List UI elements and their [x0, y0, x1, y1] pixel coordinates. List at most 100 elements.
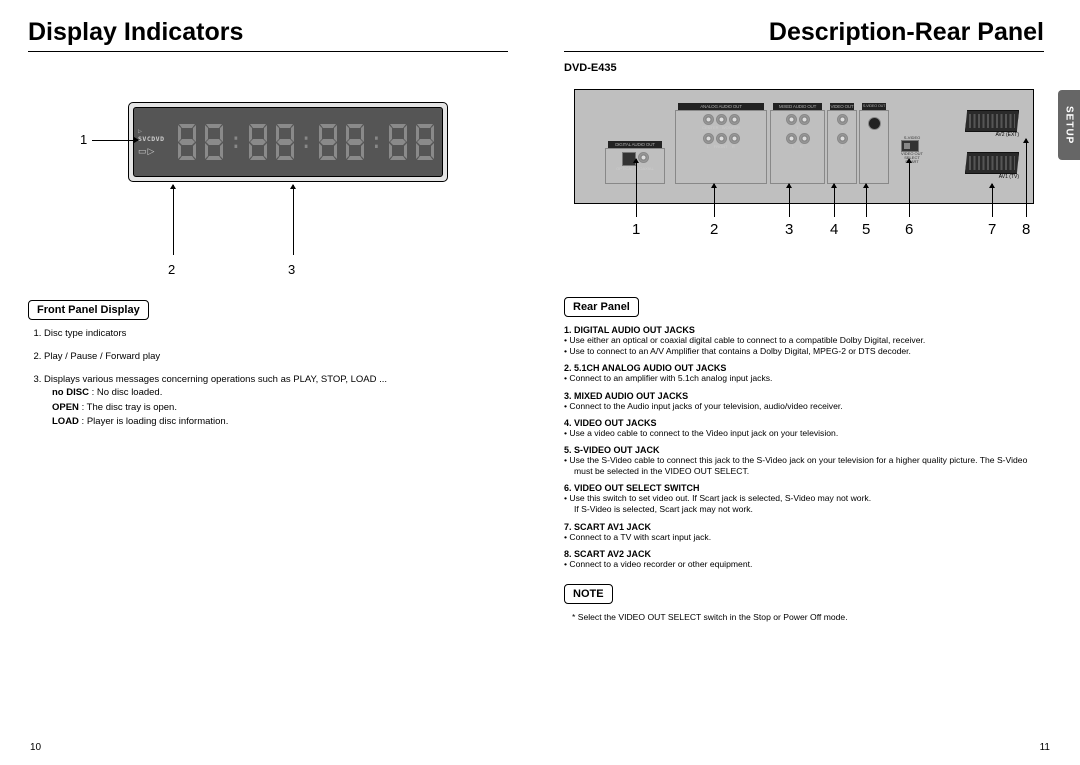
panel-label: DIGITAL AUDIO OUT	[608, 141, 662, 148]
scart-label: AV2 (EXT)	[965, 133, 1019, 138]
video-out-select-switch: S-VIDEO VIDEO OUTSELECTSCART	[901, 136, 923, 164]
rear-item-heading: 2. 5.1CH ANALOG AUDIO OUT JACKS	[564, 363, 1044, 373]
rear-item-heading: 4. VIDEO OUT JACKS	[564, 418, 1044, 428]
note-text: * Select the VIDEO OUT SELECT switch in …	[564, 612, 1044, 623]
rear-list-item: 3. MIXED AUDIO OUT JACKSConnect to the A…	[564, 391, 1044, 412]
panel-label: MIXED AUDIO OUT	[773, 103, 822, 110]
callout-line	[714, 184, 715, 217]
callout-line	[636, 159, 637, 217]
callout-line	[834, 184, 835, 217]
rear-panel-list: 1. DIGITAL AUDIO OUT JACKSUse either an …	[564, 325, 1044, 570]
left-title: Display Indicators	[28, 18, 508, 52]
rear-item-desc: Connect to the Audio input jacks of your…	[564, 401, 1044, 412]
rear-item-desc: Connect to a video recorder or other equ…	[564, 559, 1044, 570]
panel-label: ANALOG AUDIO OUT	[678, 103, 764, 110]
analog-audio-out-group: ANALOG AUDIO OUT CENTER WOOFER L FRONT R	[675, 110, 767, 184]
lcd-inner: ▷ SVCDVD ▭▷ : : :	[133, 107, 443, 177]
rear-item-heading: 3. MIXED AUDIO OUT JACKS	[564, 391, 1044, 401]
seg-colon-icon: :	[370, 124, 383, 160]
page-spread: Display Indicators ▷ SVCDVD ▭▷ :	[0, 0, 1080, 765]
rear-panel-diagram: DIGITAL AUDIO OUT OPTICAL COAXIAL ANALOG…	[564, 79, 1044, 289]
seg-digit-icon	[385, 122, 411, 162]
jack-label: L FRONT R	[676, 145, 766, 149]
setup-tab: SETUP	[1058, 90, 1080, 160]
page-right: Description-Rear Panel DVD-E435 DIGITAL …	[536, 0, 1080, 765]
rear-callout: 5	[862, 221, 870, 238]
rear-callout: 7	[988, 221, 996, 238]
rear-item-heading: 8. SCART AV2 JACK	[564, 549, 1044, 559]
scart-label: AV1 (TV)	[965, 175, 1019, 180]
rear-item-desc: Connect to an amplifier with 5.1ch analo…	[564, 373, 1044, 384]
seg-digit-icon	[315, 122, 341, 162]
callout-3: 3	[288, 262, 295, 277]
scart-jack-icon	[965, 110, 1019, 132]
rca-jack-icon	[729, 114, 740, 125]
rca-jack-icon	[716, 133, 727, 144]
scart-jack-icon	[965, 152, 1019, 174]
switch-icon	[901, 140, 919, 152]
page-number-left: 10	[30, 742, 41, 753]
rear-list-item: 1. DIGITAL AUDIO OUT JACKSUse either an …	[564, 325, 1044, 357]
callout-1: 1	[80, 132, 87, 147]
callout-line	[293, 185, 294, 255]
list-item: Displays various messages concerning ope…	[44, 374, 508, 430]
list-item: Disc type indicators	[44, 328, 508, 341]
scart-av2-group: AV2 (EXT)	[965, 110, 1019, 138]
seven-segment-row: : : :	[174, 122, 438, 162]
rear-item-heading: 1. DIGITAL AUDIO OUT JACKS	[564, 325, 1044, 335]
front-panel-diagram: ▷ SVCDVD ▭▷ : : :	[48, 92, 478, 292]
rear-callout: 3	[785, 221, 793, 238]
panel-label: VIDEO OUT	[830, 103, 854, 110]
callout-line	[92, 140, 138, 141]
rear-list-item: 8. SCART AV2 JACKConnect to a video reco…	[564, 549, 1044, 570]
rca-jack-icon	[837, 133, 848, 144]
video-out-group: VIDEO OUT 1 2	[827, 110, 857, 184]
list-item: Play / Pause / Forward play	[44, 351, 508, 364]
rca-jack-icon	[786, 133, 797, 144]
rear-callout: 6	[905, 221, 913, 238]
rca-jack-icon	[799, 114, 810, 125]
seg-digit-icon	[412, 122, 438, 162]
callout-line	[1026, 139, 1027, 217]
disc-type-indicators-icon: ▷ SVCDVD ▭▷	[138, 127, 174, 158]
rear-item-desc: Use a video cable to connect to the Vide…	[564, 428, 1044, 439]
seg-colon-icon: :	[300, 124, 313, 160]
rear-callout: 8	[1022, 221, 1030, 238]
rear-item-heading: 6. VIDEO OUT SELECT SWITCH	[564, 483, 1044, 493]
svideo-out-group: S-VIDEO OUT	[859, 110, 889, 184]
rear-item-desc: Use to connect to an A/V Amplifier that …	[564, 346, 1044, 357]
svideo-jack-icon	[868, 117, 881, 130]
rear-item-desc: Use the S-Video cable to connect this ja…	[564, 455, 1044, 477]
rca-jack-icon	[703, 114, 714, 125]
page-number-right: 11	[1040, 742, 1050, 753]
digital-audio-out-group: DIGITAL AUDIO OUT OPTICAL COAXIAL	[605, 148, 665, 184]
callout-line	[173, 185, 174, 255]
rca-jack-icon	[799, 133, 810, 144]
callout-line	[866, 184, 867, 217]
front-panel-list: Disc type indicators Play / Pause / Forw…	[28, 328, 508, 429]
play-symbols-icon: ▭▷	[138, 146, 174, 157]
lcd-disc-text: SVCDVD	[138, 135, 174, 143]
seg-colon-icon: :	[229, 124, 242, 160]
note-label: NOTE	[564, 584, 613, 604]
seg-digit-icon	[245, 122, 271, 162]
seg-digit-icon	[342, 122, 368, 162]
callout-2: 2	[168, 262, 175, 277]
right-title: Description-Rear Panel	[564, 18, 1044, 52]
switch-label: VIDEO OUTSELECTSCART	[901, 152, 923, 164]
rear-callout: 1	[632, 221, 640, 238]
seg-digit-icon	[201, 122, 227, 162]
rear-callout: 2	[710, 221, 718, 238]
rear-list-item: 6. VIDEO OUT SELECT SWITCHUse this switc…	[564, 483, 1044, 515]
jack-label: OPTICAL COAXIAL	[606, 167, 664, 171]
seg-digit-icon	[272, 122, 298, 162]
rear-item-desc: Connect to a TV with scart input jack.	[564, 532, 1044, 543]
seg-digit-icon	[174, 122, 200, 162]
jack-label: L R	[771, 145, 824, 149]
rear-item-desc: Use this switch to set video out. If Sca…	[564, 493, 1044, 515]
front-panel-section-label: Front Panel Display	[28, 300, 149, 320]
coaxial-jack-icon	[638, 152, 649, 163]
rca-jack-icon	[716, 114, 727, 125]
rear-list-item: 5. S-VIDEO OUT JACKUse the S-Video cable…	[564, 445, 1044, 477]
jack-label: 2	[828, 145, 856, 149]
